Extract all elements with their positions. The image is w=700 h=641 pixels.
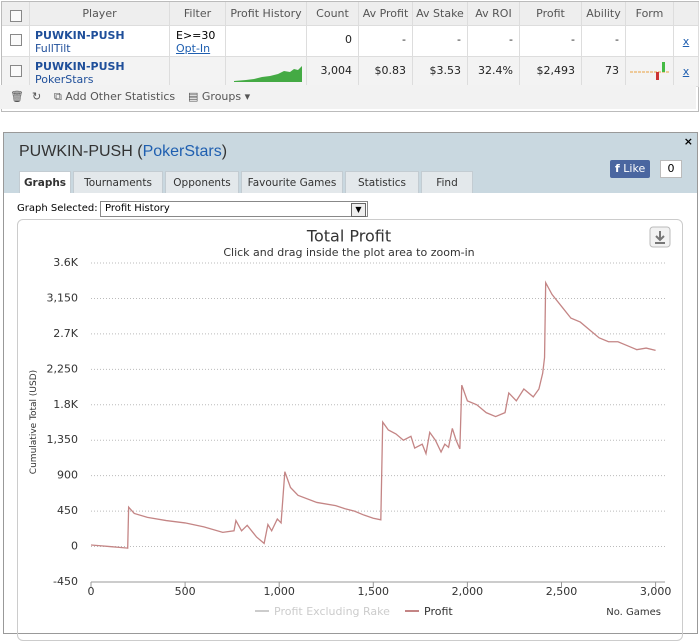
table-cell: x [674, 57, 699, 87]
table-cell [2, 57, 30, 87]
header-cell [2, 2, 30, 26]
player-name: PUWKIN-PUSH ( [19, 143, 143, 160]
tab[interactable]: Favourite Games [241, 171, 343, 194]
filter-link[interactable]: Opt-In [176, 42, 211, 55]
table-cell: - [359, 26, 413, 57]
stat-value: 3,004 [320, 64, 353, 77]
header-cell: Av Stake [413, 2, 468, 26]
table-cell: - [468, 26, 520, 57]
tab[interactable]: Statistics [345, 171, 419, 194]
toolbar: 🗑 ↻ ⧉ Add Other Statistics ▤ Groups ▾ [0, 85, 696, 109]
form-bars [630, 62, 670, 80]
site-name[interactable]: FullTilt [35, 42, 71, 55]
site-link[interactable]: PokerStars [142, 143, 222, 160]
stat-value: $2,493 [536, 64, 576, 77]
checkbox[interactable] [10, 34, 22, 46]
header-cell: Av Profit [359, 2, 413, 26]
stats-table: Player Filter Profit History Count Av Profit… [1, 1, 699, 112]
table-cell: PUWKIN-PUSH PokerStars [30, 57, 170, 87]
tab[interactable]: Tournaments [73, 171, 163, 194]
table-cell: - [582, 26, 626, 57]
add-stats[interactable]: ⧉ Add Other Statistics [54, 90, 176, 103]
table-cell: - [520, 26, 582, 57]
like-text[interactable]: Like [623, 162, 646, 175]
like-count: 0 [660, 160, 682, 178]
stat-value: - [457, 33, 461, 46]
graph-select[interactable]: Profit History ▼ [100, 201, 368, 217]
table-cell: 32.4% [468, 57, 520, 87]
add-stats-text[interactable]: Add Other Statistics [65, 90, 176, 103]
header-cell [674, 2, 699, 26]
header-cell: Profit [520, 2, 582, 26]
remove-link[interactable]: x [682, 35, 690, 48]
tab[interactable]: Find [421, 171, 473, 194]
close[interactable]: × [683, 135, 693, 148]
table-cell [626, 26, 674, 57]
filter: E>=30 [176, 29, 216, 42]
stat-value: $3.53 [429, 64, 462, 77]
stat-value: $0.83 [374, 64, 407, 77]
table-cell: $0.83 [359, 57, 413, 87]
tab-content: Graph Selected: Profit History ▼ [4, 193, 697, 641]
table-cell: PUWKIN-PUSH FullTilt [30, 26, 170, 57]
sparkline [234, 66, 302, 82]
title-end: ) [221, 143, 228, 160]
table-cell: $2,493 [520, 57, 582, 87]
graph-selected-label: Graph Selected: [17, 203, 98, 214]
chart-frame [17, 219, 683, 641]
refresh-icon[interactable]: ↻ [32, 90, 42, 103]
table-cell: E>=30 Opt-In [170, 26, 226, 57]
table-cell: 3,004 [307, 57, 359, 87]
panel-title: PUWKIN-PUSH (PokerStars) [19, 143, 227, 161]
tab[interactable]: Graphs [19, 171, 71, 194]
stat-value: 73 [605, 64, 619, 77]
table-cell [226, 57, 307, 87]
table-cell [170, 57, 226, 87]
header-cell: Form [626, 2, 674, 26]
groups[interactable]: ▤ Groups ▾ [188, 90, 251, 103]
table-cell [626, 57, 674, 87]
like-button[interactable]: f Like [610, 160, 651, 178]
checkbox[interactable] [10, 10, 22, 22]
player-panel: PUWKIN-PUSH (PokerStars) × f Like 0 Grap… [3, 132, 698, 641]
player-name[interactable]: PUWKIN-PUSH [35, 29, 125, 42]
header-cell: Ability [582, 2, 626, 26]
graph-select-value[interactable]: Profit History [105, 203, 170, 214]
table-cell: - [413, 26, 468, 57]
site-name[interactable]: PokerStars [35, 73, 94, 86]
remove-link[interactable]: x [682, 65, 690, 78]
table-cell [2, 26, 30, 57]
player-name[interactable]: PUWKIN-PUSH [35, 60, 125, 73]
checkbox[interactable] [10, 65, 22, 77]
table-cell: x [674, 26, 699, 57]
stat-value: - [571, 33, 575, 46]
stat-value: 0 [345, 33, 352, 46]
stat-value: - [402, 33, 406, 46]
stat-value: 32.4% [478, 64, 513, 77]
header-cell: Player [30, 2, 170, 26]
stat-value: - [615, 33, 619, 46]
header-cell: Av ROI [468, 2, 520, 26]
table-cell: $3.53 [413, 57, 468, 87]
table-cell: 73 [582, 57, 626, 87]
groups-text[interactable]: Groups [201, 90, 242, 103]
header-cell: Profit History [226, 2, 307, 26]
header-cell: Filter [170, 2, 226, 26]
table-cell [226, 26, 307, 57]
header-cell: Count [307, 2, 359, 26]
trash-icon[interactable]: 🗑 [10, 90, 24, 103]
table-cell: 0 [307, 26, 359, 57]
stat-value: - [509, 33, 513, 46]
tab[interactable]: Opponents [165, 171, 239, 194]
